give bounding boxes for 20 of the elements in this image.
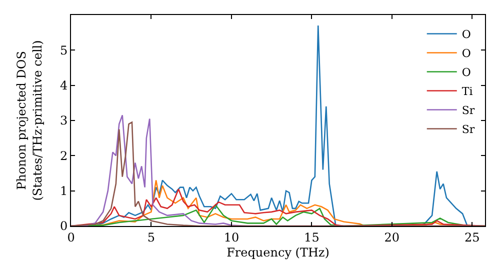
legend-label: O — [462, 66, 471, 80]
y-tick-label: 3 — [60, 114, 68, 128]
legend-label: Ti — [462, 85, 474, 98]
legend-label: O — [462, 47, 471, 60]
y-tick-label: 5 — [60, 43, 68, 58]
y-tick-label: 0 — [60, 219, 68, 234]
x-tick-label: 10 — [224, 230, 240, 244]
y-tick-label: 2 — [60, 148, 68, 163]
y-tick-label: 4 — [60, 78, 68, 93]
x-tick-label: 15 — [304, 230, 320, 244]
legend-label: Sr — [462, 123, 476, 136]
x-axis-title: Frequency (THz) — [226, 245, 330, 260]
y-axis-title: Phonon projected DOS (States/THz·primitive cell) — [14, 40, 44, 201]
x-tick-label: 25 — [464, 230, 480, 244]
x-tick-label: 20 — [384, 230, 400, 244]
legend-label: Sr — [462, 104, 476, 118]
line-series — [71, 188, 485, 226]
y-tick-label: 1 — [60, 184, 68, 198]
legend-label: O — [462, 28, 471, 42]
x-tick-label: 5 — [147, 230, 156, 244]
